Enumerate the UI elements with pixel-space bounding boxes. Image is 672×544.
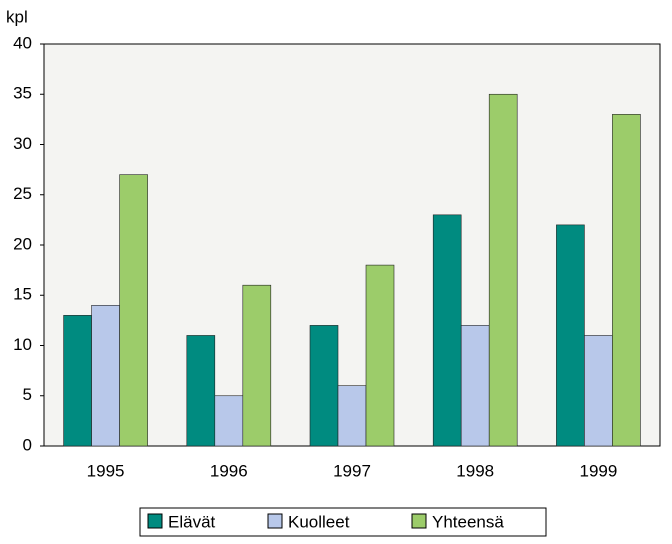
y-tick-label: 5 bbox=[23, 385, 32, 404]
legend-swatch bbox=[267, 513, 283, 529]
y-tick-label: 0 bbox=[23, 435, 32, 454]
x-tick-label: 1997 bbox=[333, 461, 371, 480]
bar bbox=[432, 214, 462, 447]
y-tick-label: 10 bbox=[13, 335, 32, 354]
y-tick-label: 25 bbox=[13, 184, 32, 203]
bar bbox=[63, 315, 92, 447]
bar bbox=[91, 304, 120, 447]
x-tick-label: 1995 bbox=[87, 461, 125, 480]
legend-label: Yhteensä bbox=[432, 512, 504, 531]
bar bbox=[309, 325, 339, 447]
bar bbox=[214, 395, 244, 447]
bar bbox=[242, 284, 272, 447]
bar bbox=[488, 93, 518, 447]
legend-box bbox=[139, 507, 547, 537]
bar bbox=[186, 335, 216, 447]
bar bbox=[460, 325, 490, 447]
y-tick-label: 40 bbox=[13, 33, 32, 52]
x-tick-label: 1996 bbox=[210, 461, 248, 480]
legend-swatch bbox=[411, 513, 427, 529]
bar bbox=[337, 385, 367, 447]
x-tick-label: 1999 bbox=[579, 461, 617, 480]
y-tick-label: 15 bbox=[13, 285, 32, 304]
x-tick-label: 1998 bbox=[456, 461, 494, 480]
legend-swatch bbox=[147, 513, 163, 529]
legend-label: Elävät bbox=[168, 512, 216, 531]
bar bbox=[119, 174, 148, 447]
legend-label: Kuolleet bbox=[288, 512, 350, 531]
bar bbox=[556, 224, 585, 447]
y-axis-label: kpl bbox=[6, 7, 28, 26]
y-tick-label: 20 bbox=[13, 234, 32, 253]
bar bbox=[365, 264, 395, 447]
y-tick-label: 30 bbox=[13, 134, 32, 153]
bar bbox=[584, 335, 613, 447]
y-tick-label: 35 bbox=[13, 84, 32, 103]
bar bbox=[612, 114, 641, 447]
